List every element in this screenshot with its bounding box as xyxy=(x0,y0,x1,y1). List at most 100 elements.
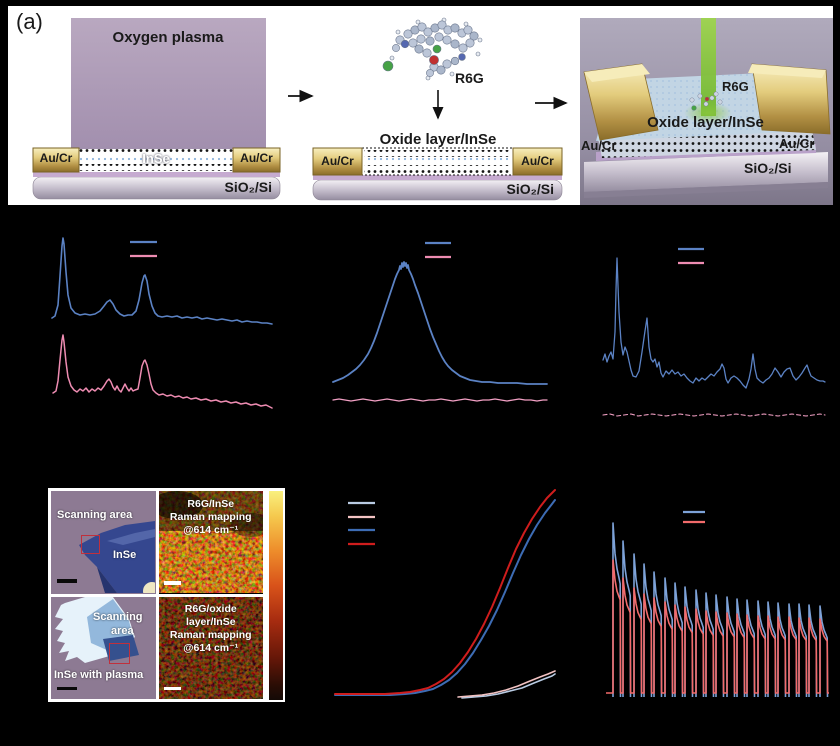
aucr-label: Au/Cr xyxy=(521,154,554,168)
panel-g-photoresponse-blue-spike xyxy=(777,602,787,698)
inse-label: InSe xyxy=(142,151,170,166)
panel-b-raman-inse-inse-plasma xyxy=(52,334,273,409)
panel-g-photoresponse-blue-spike xyxy=(819,605,829,698)
panel-g-photoresponse-blue-spike xyxy=(622,540,632,698)
inse-flake-art xyxy=(79,521,155,593)
oxide-thin-layer xyxy=(313,175,562,180)
panel-g-photoresponse-blue-spike xyxy=(643,563,653,698)
panel-f-transfer-curves-light-blue-low xyxy=(461,673,556,699)
panel-g-photoresponse-blue-spike xyxy=(653,571,663,698)
oxide-inse-label: Oxide layer/InSe xyxy=(379,131,497,148)
sio2si-label: SiO₂/Si xyxy=(506,181,554,197)
scan-region-marker xyxy=(81,535,100,554)
r6g-molecule-small xyxy=(689,91,723,111)
dot-row xyxy=(364,165,511,173)
scale-bar xyxy=(57,686,77,690)
oxygen-plasma-label: Oxygen plasma xyxy=(112,29,224,46)
panel-b-raman-inse-inse xyxy=(51,237,273,325)
map-title-line: R6G/InSe xyxy=(187,498,235,510)
map-title-line: @614 cm⁻¹ xyxy=(183,641,239,654)
chlorine-atom xyxy=(382,60,394,72)
nitrogen-atom xyxy=(400,39,410,49)
raman-noise-art xyxy=(158,491,263,593)
r6g-label-3d: R6G xyxy=(722,79,749,94)
colorbar xyxy=(266,488,285,702)
optical-image-inse-plasma: Scanning area InSe with plasma xyxy=(51,596,156,699)
aucr-label-3d: Au/Cr xyxy=(581,138,617,153)
r6g-molecule xyxy=(382,17,483,81)
raman-noise-art xyxy=(158,596,263,699)
panel-g-photoresponse-blue-spike xyxy=(684,586,694,698)
panel-g-photoresponse-blue-spike xyxy=(746,599,756,698)
panel-g-photoresponse-blue-spike xyxy=(808,604,818,698)
panel-g-photoresponse-blue-spike xyxy=(757,600,767,698)
colorbar-gradient xyxy=(268,490,283,700)
panel-f-transfer-curves-blue-high xyxy=(334,499,556,696)
panel-e-microscopy: Scanning area InSe R6G/InSe Raman mappin… xyxy=(48,488,266,702)
panel-d-r6g-raman-r6g-signal xyxy=(602,257,826,389)
panel-g-photoresponse-blue-spike xyxy=(715,594,725,698)
laser-beam xyxy=(701,18,716,116)
chlorine-atom xyxy=(432,44,442,54)
panel-g-photoresponse-blue-spike xyxy=(612,522,622,698)
plasma-block xyxy=(71,18,266,150)
r6g-label: R6G xyxy=(455,70,484,86)
aucr-label: Au/Cr xyxy=(39,151,73,165)
figure-label: (a) xyxy=(16,9,43,34)
panel-g-photoresponse-red-trace xyxy=(606,559,829,694)
substrate-shadow xyxy=(584,182,828,198)
scanning-area-label: Scanning xyxy=(93,610,143,623)
map-title-line: Raman mapping xyxy=(169,628,252,641)
electrode-right xyxy=(512,147,563,176)
oxide-inse-label-3d: Oxide layer/InSe xyxy=(647,114,764,131)
panel-g-photoresponse-blue-spike xyxy=(664,577,674,698)
scale-bar xyxy=(163,686,181,690)
plasma-flake-art xyxy=(55,596,139,663)
sio2si-label: SiO₂/Si xyxy=(224,179,272,195)
panel-f-transfer-curves-light-pink-low xyxy=(457,670,556,698)
panel-g-photoresponse-blue-spike xyxy=(798,603,808,698)
dot-row-blue xyxy=(364,158,511,164)
dot-row xyxy=(364,150,511,157)
optical-image-inse: Scanning area InSe xyxy=(51,491,156,594)
panel-d-r6g-raman-baseline-dashed xyxy=(602,413,826,417)
inse-flake-label: InSe xyxy=(113,549,137,561)
panel-c-broad-peak-flat-baseline xyxy=(332,398,548,402)
scanning-area-label: Scanning area xyxy=(57,509,133,521)
aucr-label: Au/Cr xyxy=(321,154,354,168)
panel-g-photoresponse-blue-spike xyxy=(736,598,746,698)
panel-c-broad-peak-strong-broad-peak xyxy=(332,261,548,385)
inse-plasma-label: InSe with plasma xyxy=(54,668,144,681)
electrode-left xyxy=(32,147,80,173)
schematic-left-plasma-treatment xyxy=(32,18,281,200)
schematic-middle-r6g-deposition xyxy=(312,17,563,201)
schematic-right-sers-measurement xyxy=(580,18,833,205)
nitrogen-atom xyxy=(458,53,466,61)
map-title-line: layer/InSe xyxy=(185,615,236,628)
raman-map-r6g-oxide-inse: R6G/oxide layer/InSe Raman mapping @614 … xyxy=(158,596,263,699)
panel-g-photoresponse-blue-spike xyxy=(695,589,705,698)
aucr-label-3d: Au/Cr xyxy=(779,136,815,151)
electrode-right xyxy=(232,147,281,173)
panel-g-photoresponse-blue-spike xyxy=(767,601,777,698)
oxide-thin-layer xyxy=(33,172,280,177)
aucr-label: Au/Cr xyxy=(240,151,273,165)
scale-bar xyxy=(163,581,181,585)
map-title-line: R6G/oxide xyxy=(184,602,237,615)
dot-row-blue xyxy=(78,157,235,163)
oxygen-atom xyxy=(429,55,439,65)
gold-bar-left-top xyxy=(584,64,650,82)
dot-row xyxy=(78,149,235,156)
scale-bar xyxy=(57,579,77,583)
electrode-left xyxy=(312,147,363,176)
panel-g-photoresponse-blue-spike xyxy=(705,592,715,698)
gold-bar-right-top xyxy=(748,64,826,78)
panel-f-transfer-curves-red-high xyxy=(334,489,556,695)
map-title-line: Raman mapping xyxy=(169,511,252,523)
panel-g-photoresponse-blue-spike xyxy=(788,603,798,698)
panel-g-photoresponse-blue-spike xyxy=(633,553,643,698)
panel-g-photoresponse-blue-spike xyxy=(674,582,684,698)
substrate-3d xyxy=(584,152,828,192)
